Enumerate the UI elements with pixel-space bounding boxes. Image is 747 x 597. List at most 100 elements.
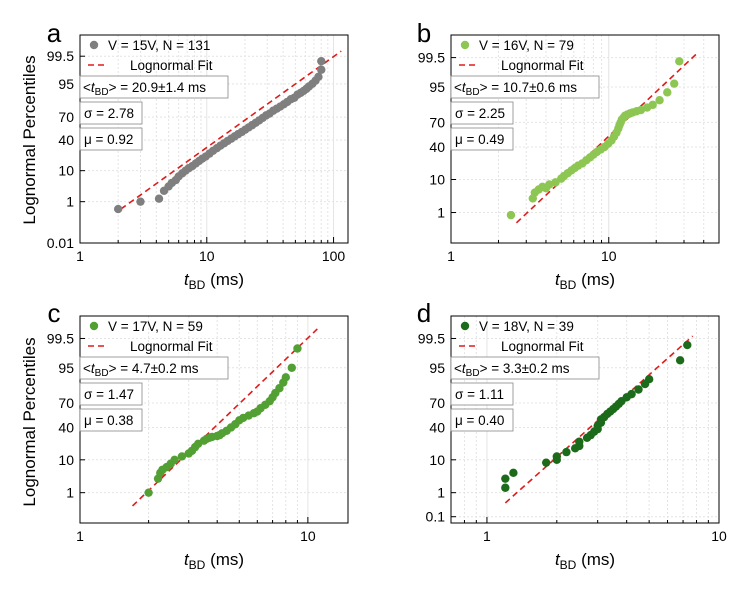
x-axis-label-sub: BD [189,558,206,572]
y-axis-label-bottom: Lognormal Percentiles [20,337,39,506]
y-tick-label: 99.5 [418,50,445,66]
data-point [644,374,654,384]
mean-open: < [454,80,462,95]
y-tick-label: 99.5 [47,48,74,64]
mu-label: μ = 0.92 [84,132,133,147]
mean-t: t [462,361,467,376]
y-tick-label: 40 [429,139,445,155]
mu-box [450,127,514,151]
mean-label: <tBD> = 20.9±1.4 ms [83,80,206,98]
x-axis-label-t: t [184,550,190,569]
x-tick-label: 10 [601,248,617,264]
x-axis-label-unit: (ms) [576,270,615,289]
data-point [575,437,584,446]
mean-open: < [454,361,462,376]
legend-marker [89,321,99,331]
panel-letter: a [47,18,62,48]
legend-fit-label: Lognormal Fit [130,339,213,354]
mean-box [450,75,600,99]
mean-value: 4.7±0.2 ms [132,361,199,376]
x-tick-label: 10 [199,248,215,264]
legend-fit-label: Lognormal Fit [130,58,213,73]
y-tick-label: 70 [58,395,74,411]
sigma-label: σ = 2.25 [455,106,505,121]
y-tick-label: 1 [437,485,445,501]
lognormal-fit-line [120,50,342,210]
x-tick-label: 10 [711,528,727,544]
panel-letter: c [48,298,61,328]
legend-series-label: V = 18V, N = 39 [479,319,574,334]
x-axis-label-unit: (ms) [205,270,244,289]
y-tick-label: 1 [66,194,74,210]
mean-sub: BD [95,87,109,98]
mean-close: > = [480,361,503,376]
y-tick-label: 0.01 [47,235,74,251]
mean-label: <tBD> = 4.7±0.2 ms [83,361,199,379]
x-axis-label-sub: BD [189,278,206,292]
y-tick-label: 70 [58,109,74,125]
data-point [683,340,692,350]
y-tick-label: 40 [58,419,74,435]
data-point [506,210,516,220]
mu-label: μ = 0.49 [455,132,504,147]
y-axis-label-top: Lognormal Percentiles [20,55,39,224]
x-axis-label: tBD (ms) [184,550,244,572]
x-axis-label: tBD (ms) [184,270,244,292]
y-tick-label: 40 [429,419,445,435]
data-point [675,356,685,365]
sigma-label: σ = 1.11 [455,387,504,402]
y-tick-label: 70 [429,114,445,130]
y-tick-label: 40 [58,132,74,148]
y-tick-label: 0.1 [426,509,446,525]
y-tick-label: 10 [58,163,74,179]
mean-open: < [83,361,91,376]
y-tick-label: 70 [429,395,445,411]
data-point [670,79,679,88]
mean-t: t [462,80,467,95]
y-tick-label: 10 [429,172,445,188]
data-point [317,56,326,66]
x-tick-label: 1 [76,528,84,544]
sigma-box [79,101,143,125]
data-point [281,373,290,382]
data-point [170,455,179,465]
x-tick-label: 1 [447,248,455,264]
legend-marker [460,40,470,50]
mean-open: < [83,80,91,95]
x-axis-label-t: t [555,270,561,289]
y-tick-label: 1 [66,485,74,501]
mean-close: > = [480,80,503,95]
y-tick-label: 95 [58,76,74,92]
x-tick-label: 1 [76,248,84,264]
legend-marker [89,40,99,50]
sigma-box [450,101,514,125]
y-tick-label: 99.5 [418,330,445,346]
x-axis-label: tBD (ms) [555,550,615,572]
mean-sub: BD [466,87,480,98]
data-point [287,363,296,372]
mean-t: t [91,80,96,95]
data-point [314,72,323,82]
data-point [509,468,518,478]
legend-fit-label: Lognormal Fit [501,58,584,73]
mean-box [79,75,229,99]
panel-letter: b [417,18,431,48]
mu-box [79,127,143,151]
data-point [177,452,187,461]
y-tick-label: 95 [58,360,74,376]
data-point [663,88,672,97]
x-axis-label-unit: (ms) [576,550,615,569]
y-tick-label: 95 [429,360,445,376]
data-point [501,483,510,492]
y-tick-label: 10 [429,452,445,468]
sigma-label: σ = 1.47 [84,387,134,402]
mean-label: <tBD> = 10.7±0.6 ms [454,80,577,98]
sigma-label: σ = 2.78 [84,106,134,121]
x-axis-label-t: t [184,270,190,289]
data-point [655,96,664,105]
data-point [562,447,571,457]
data-point [634,385,643,394]
